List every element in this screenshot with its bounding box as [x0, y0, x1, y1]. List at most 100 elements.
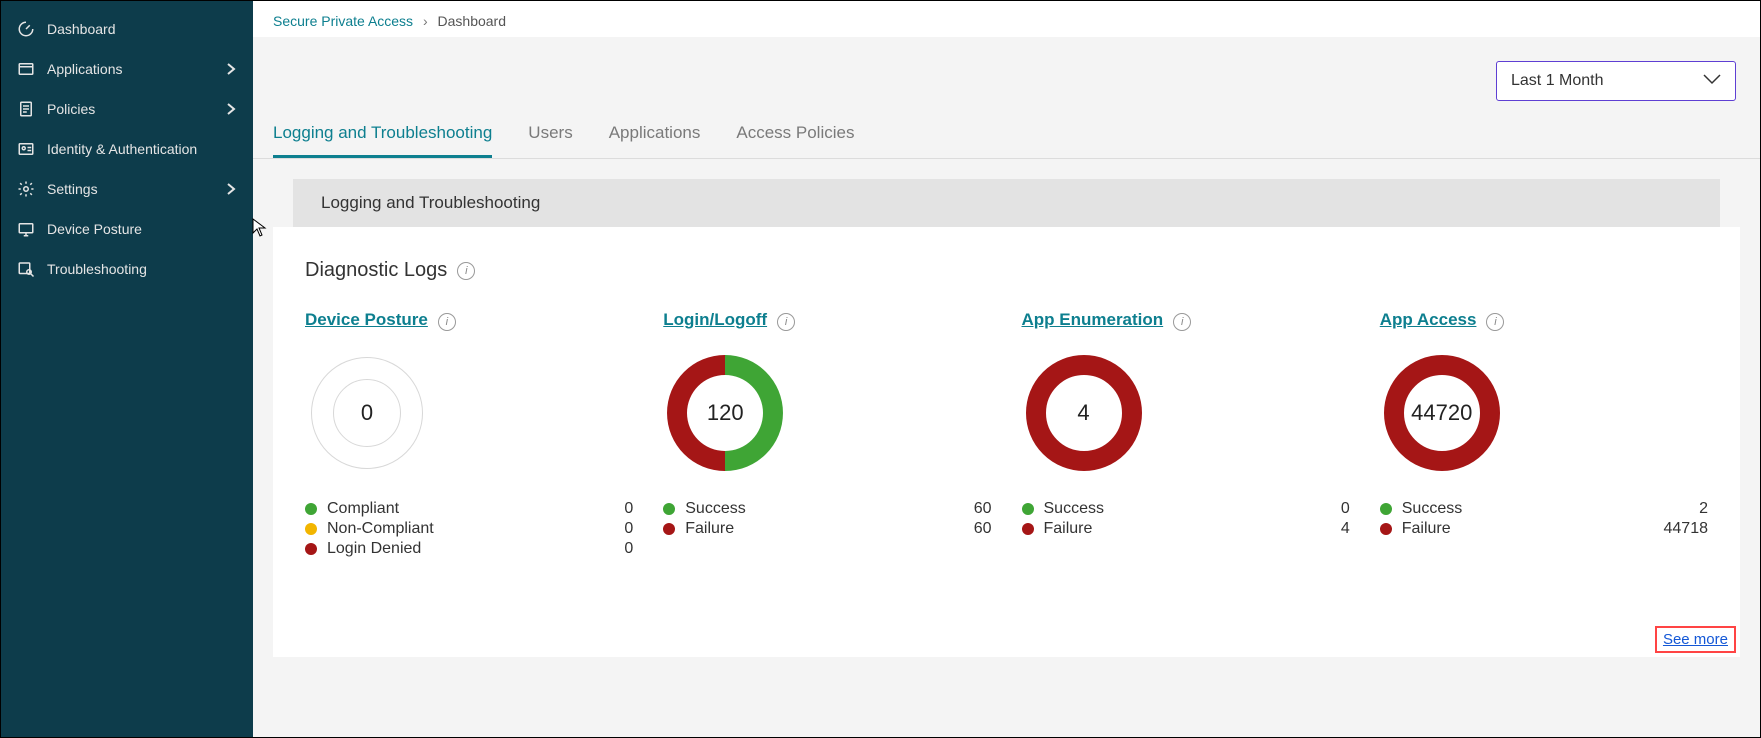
donut-total: 4	[1022, 351, 1146, 475]
sidebar-item-label: Applications	[47, 61, 225, 77]
metric-app_access: App Access i 44720 Success2Failure44718	[1380, 310, 1708, 559]
breadcrumb-current: Dashboard	[438, 13, 507, 29]
legend-label: Compliant	[327, 500, 563, 518]
donut-login_logoff: 120	[663, 351, 787, 475]
chevron-right-icon	[225, 103, 237, 115]
sidebar-item-label: Policies	[47, 101, 225, 117]
tab-access_policies[interactable]: Access Policies	[736, 113, 854, 158]
legend-item: Success60	[663, 499, 991, 519]
legend-value: 44718	[1638, 520, 1708, 538]
info-icon[interactable]: i	[1173, 313, 1191, 331]
id-card-icon	[17, 140, 35, 158]
legend-dot	[663, 503, 675, 515]
info-icon[interactable]: i	[777, 313, 795, 331]
breadcrumb-parent[interactable]: Secure Private Access	[273, 13, 413, 29]
card-title: Diagnostic Logs	[305, 259, 447, 282]
main-area: Secure Private Access › Dashboard Last 1…	[253, 1, 1760, 737]
sidebar-item-applications[interactable]: Applications	[1, 49, 253, 89]
legend-label: Success	[1402, 500, 1638, 518]
donut-total: 0	[305, 351, 429, 475]
legend-dot	[663, 523, 675, 535]
sidebar-item-label: Identity & Authentication	[47, 141, 237, 157]
legend-item: Failure44718	[1380, 519, 1708, 539]
metric-title-app_access[interactable]: App Access	[1380, 310, 1477, 330]
legend-label: Login Denied	[327, 540, 563, 558]
sidebar-item-troubleshooting[interactable]: Troubleshooting	[1, 249, 253, 289]
legend-value: 4	[1280, 520, 1350, 538]
tab-logging[interactable]: Logging and Troubleshooting	[273, 113, 492, 158]
gauge-icon	[17, 20, 35, 38]
legend-value: 0	[563, 520, 633, 538]
chevron-down-icon	[1703, 72, 1721, 90]
legend-label: Success	[685, 500, 921, 518]
donut-total: 120	[663, 351, 787, 475]
info-icon[interactable]: i	[457, 262, 475, 280]
chevron-right-icon	[225, 183, 237, 195]
diagnostic-logs-card: Diagnostic Logs i Device Posturei0Compli…	[273, 227, 1740, 657]
info-icon[interactable]: i	[438, 313, 456, 331]
chevron-right-icon	[225, 63, 237, 75]
metric-title-device_posture[interactable]: Device Posture	[305, 310, 428, 330]
sidebar-item-settings[interactable]: Settings	[1, 169, 253, 209]
legend-item: Login Denied0	[305, 539, 633, 559]
see-more-link[interactable]: See more	[1655, 626, 1736, 653]
donut-total: 44720	[1380, 351, 1504, 475]
sidebar-item-label: Dashboard	[47, 21, 237, 37]
legend-item: Success2	[1380, 499, 1708, 519]
donut-device_posture: 0	[305, 351, 429, 475]
filter-row: Last 1 Month	[253, 37, 1760, 113]
legend-label: Failure	[1044, 520, 1280, 538]
sidebar-item-label: Settings	[47, 181, 225, 197]
legend-label: Failure	[1402, 520, 1638, 538]
sidebar-item-dashboard[interactable]: Dashboard	[1, 9, 253, 49]
toolbar-area: Last 1 Month Logging and Troubleshooting…	[253, 37, 1760, 159]
legend-label: Non-Compliant	[327, 520, 563, 538]
legend-value: 60	[922, 520, 992, 538]
breadcrumb: Secure Private Access › Dashboard	[253, 1, 1760, 37]
donut-app_enumeration: 4	[1022, 351, 1146, 475]
sidebar-item-identity[interactable]: Identity & Authentication	[1, 129, 253, 169]
tabs: Logging and Troubleshooting Users Applicat…	[253, 113, 1760, 158]
donut-app_access: 44720	[1380, 351, 1504, 475]
metric-device_posture: Device Posturei0Compliant0Non-Compliant0…	[305, 310, 633, 559]
sidebar-item-posture[interactable]: Device Posture	[1, 209, 253, 249]
magnify-icon	[17, 260, 35, 278]
legend-item: Compliant0	[305, 499, 633, 519]
info-icon[interactable]: i	[1486, 313, 1504, 331]
legend-value: 0	[563, 540, 633, 558]
legend-item: Failure60	[663, 519, 991, 539]
sidebar-item-label: Device Posture	[47, 221, 237, 237]
sidebar-item-policies[interactable]: Policies	[1, 89, 253, 129]
legend-device_posture: Compliant0Non-Compliant0Login Denied0	[305, 499, 633, 559]
clipboard-icon	[17, 100, 35, 118]
legend-value: 0	[1280, 500, 1350, 518]
legend-value: 60	[922, 500, 992, 518]
metric-login_logoff: Login/Logoff i 120 Success60Failure60	[663, 310, 991, 559]
metric-title-login_logoff[interactable]: Login/Logoff	[663, 310, 767, 330]
legend-dot	[1022, 503, 1034, 515]
legend-dot	[1380, 503, 1392, 515]
metric-app_enumeration: App Enumerationi4Success0Failure4	[1022, 310, 1350, 559]
legend-dot	[305, 523, 317, 535]
legend-dot	[1022, 523, 1034, 535]
tab-applications[interactable]: Applications	[609, 113, 701, 158]
sidebar: Dashboard Applications Policies Identity & …	[1, 1, 253, 737]
metrics-row: Device Posturei0Compliant0Non-Compliant0…	[305, 310, 1708, 559]
legend-app_enumeration: Success0Failure4	[1022, 499, 1350, 539]
tab-users[interactable]: Users	[528, 113, 572, 158]
content-area: Logging and Troubleshooting Diagnostic L…	[253, 159, 1760, 737]
legend-item: Failure4	[1022, 519, 1350, 539]
legend-value: 2	[1638, 500, 1708, 518]
card-title-row: Diagnostic Logs i	[305, 259, 1708, 282]
legend-item: Non-Compliant0	[305, 519, 633, 539]
legend-app_access: Success2Failure44718	[1380, 499, 1708, 539]
time-range-select[interactable]: Last 1 Month	[1496, 61, 1736, 101]
metric-title-app_enumeration[interactable]: App Enumeration	[1022, 310, 1164, 330]
sidebar-item-label: Troubleshooting	[47, 261, 237, 277]
window-icon	[17, 60, 35, 78]
gear-icon	[17, 180, 35, 198]
time-range-value: Last 1 Month	[1511, 72, 1604, 90]
legend-label: Success	[1044, 500, 1280, 518]
legend-item: Success0	[1022, 499, 1350, 519]
legend-login_logoff: Success60Failure60	[663, 499, 991, 539]
